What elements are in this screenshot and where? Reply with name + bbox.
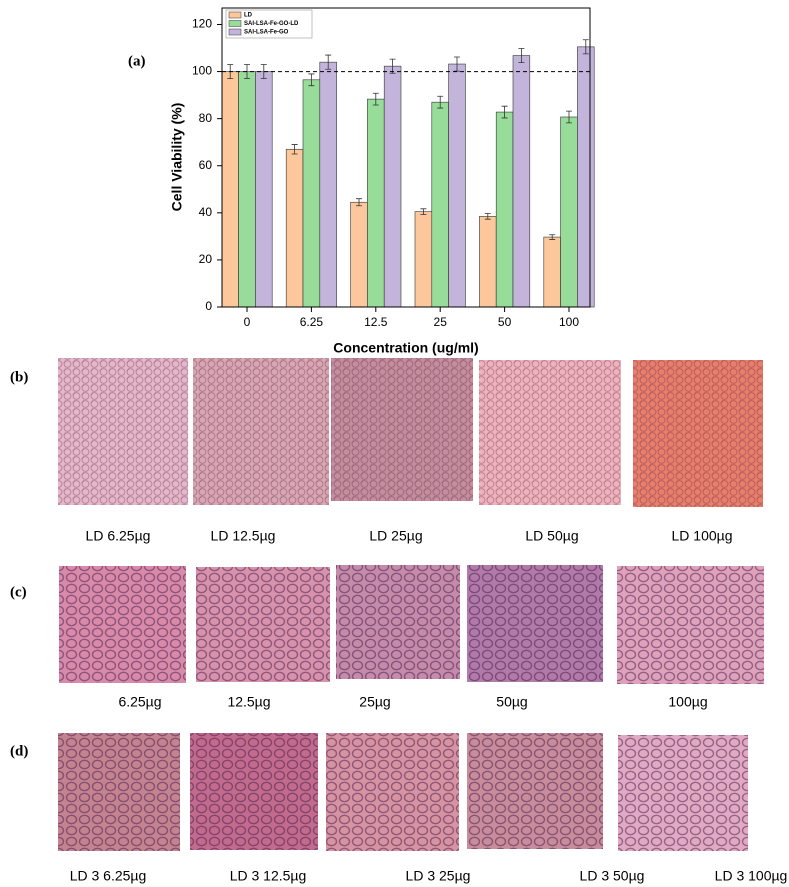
error-bar bbox=[372, 92, 379, 106]
micrograph-texture bbox=[618, 735, 748, 851]
bar bbox=[479, 216, 497, 308]
micrograph-texture bbox=[190, 733, 318, 850]
micrograph-texture bbox=[331, 358, 473, 501]
image-caption: LD 12.5µg bbox=[211, 528, 276, 544]
micrograph-texture bbox=[479, 360, 621, 505]
panel-label: (b) bbox=[10, 369, 28, 385]
legend-swatch bbox=[228, 20, 242, 27]
image-caption: LD 6.25µg bbox=[86, 528, 151, 544]
bar bbox=[383, 65, 402, 308]
x-tick-label: 50 bbox=[498, 315, 512, 329]
x-tick-label: 100 bbox=[559, 315, 579, 329]
y-tick-label: 100 bbox=[192, 64, 212, 78]
error-bar bbox=[549, 234, 556, 240]
error-bar bbox=[566, 110, 572, 124]
y-tick-label: 20 bbox=[199, 252, 213, 266]
bar bbox=[560, 116, 578, 308]
bar bbox=[350, 201, 368, 308]
image-caption: LD 100µg bbox=[672, 528, 733, 544]
bar bbox=[285, 148, 304, 308]
micrograph-texture bbox=[193, 358, 329, 505]
bar bbox=[577, 46, 595, 308]
image-caption: 50µg bbox=[496, 694, 527, 710]
error-bar bbox=[582, 39, 589, 55]
error-bar bbox=[420, 208, 427, 215]
y-tick-label: 80 bbox=[199, 111, 213, 125]
y-tick-label: 120 bbox=[192, 17, 212, 31]
image-caption: LD 3 100µg bbox=[715, 868, 788, 884]
y-tick-label: 0 bbox=[205, 299, 212, 313]
micrograph-texture bbox=[326, 733, 459, 851]
image-caption: 100µg bbox=[668, 694, 707, 710]
error-bar bbox=[518, 48, 525, 64]
panel-label: (c) bbox=[10, 584, 27, 600]
legend-label: LD bbox=[244, 13, 253, 19]
plot-frame bbox=[221, 7, 591, 308]
image-caption: 6.25µg bbox=[118, 694, 161, 710]
bar bbox=[255, 71, 273, 308]
y-axis-title: Cell Viability (%) bbox=[169, 103, 185, 212]
x-tick-label: 25 bbox=[434, 315, 448, 329]
error-bar bbox=[260, 64, 267, 80]
image-caption: LD 3 25µg bbox=[406, 868, 471, 884]
micrograph-texture bbox=[633, 360, 763, 507]
bar bbox=[431, 101, 449, 308]
legend-label: SAI-LSA-Fe-GO-LD bbox=[244, 21, 299, 27]
micrograph-texture bbox=[196, 567, 330, 682]
bar bbox=[221, 71, 239, 308]
legend-swatch bbox=[228, 11, 242, 19]
bar bbox=[319, 61, 337, 308]
bar bbox=[448, 63, 466, 308]
micrograph-texture bbox=[336, 565, 460, 679]
error-bar bbox=[389, 58, 396, 74]
panel-label: (d) bbox=[10, 743, 28, 759]
error-bar bbox=[437, 95, 444, 109]
micrograph-texture bbox=[467, 565, 603, 682]
image-caption: LD 25µg bbox=[369, 528, 422, 544]
bar bbox=[543, 236, 561, 308]
error-bar bbox=[325, 54, 332, 70]
bar bbox=[495, 111, 514, 308]
error-bar bbox=[356, 198, 362, 207]
image-caption: LD 3 12.5µg bbox=[230, 868, 307, 884]
bar bbox=[302, 79, 321, 308]
error-bar bbox=[484, 213, 491, 220]
micrograph-texture bbox=[58, 358, 188, 505]
micrograph-texture bbox=[617, 566, 764, 684]
micrograph-texture bbox=[58, 733, 180, 851]
x-tick-label: 6.25 bbox=[300, 315, 324, 329]
image-caption: LD 50µg bbox=[525, 528, 578, 544]
image-caption: 25µg bbox=[359, 694, 390, 710]
image-caption: LD 3 6.25µg bbox=[70, 868, 147, 884]
legend-swatch bbox=[228, 28, 242, 36]
micrograph-texture bbox=[59, 566, 186, 683]
x-axis-title: Concentration (ug/ml) bbox=[333, 340, 478, 356]
error-bar bbox=[308, 73, 315, 87]
bar bbox=[414, 211, 433, 308]
bar bbox=[238, 71, 256, 308]
error-bar bbox=[501, 105, 508, 119]
bar bbox=[367, 98, 385, 308]
error-bar bbox=[291, 144, 298, 155]
y-tick-label: 60 bbox=[199, 158, 213, 172]
image-caption: 12.5µg bbox=[227, 694, 270, 710]
legend-label: SAI-LSA-Fe-GO bbox=[244, 30, 289, 36]
bar bbox=[512, 55, 531, 308]
micrograph-texture bbox=[467, 733, 603, 849]
x-tick-label: 0 bbox=[244, 315, 251, 329]
image-caption: LD 3 50µg bbox=[580, 868, 645, 884]
panel-label: (a) bbox=[128, 53, 146, 69]
y-tick-label: 40 bbox=[199, 205, 213, 219]
x-tick-label: 12.5 bbox=[364, 315, 388, 329]
